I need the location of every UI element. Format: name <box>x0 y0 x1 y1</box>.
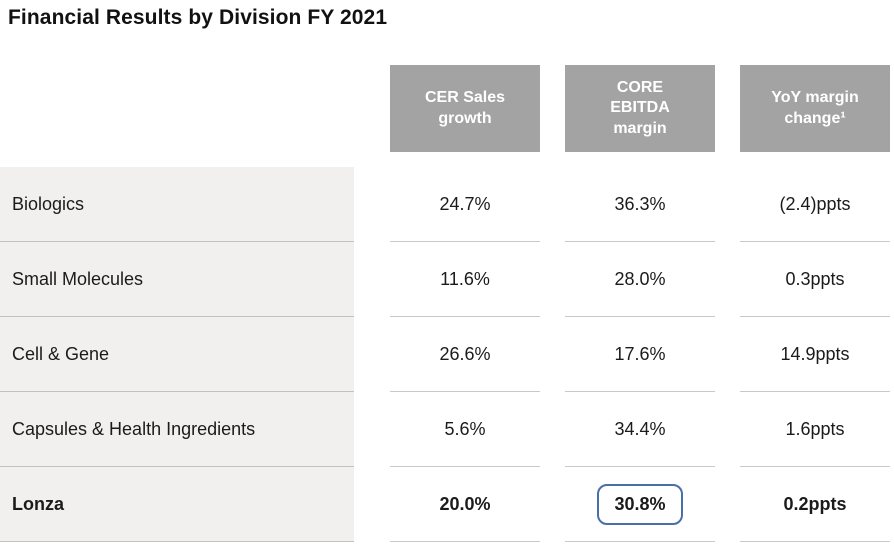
row-label: Lonza <box>0 467 354 542</box>
column-gap <box>354 242 390 317</box>
core-ebitda-margin-value: 17.6% <box>565 317 715 392</box>
table-header-row: CER Sales growth CORE EBITDA margin YoY … <box>390 65 890 152</box>
row-label: Biologics <box>0 167 354 242</box>
column-header-yoy-margin-change: YoY margin change¹ <box>740 65 890 152</box>
table-row-small-molecules: Small Molecules 11.6% 28.0% 0.3ppts <box>0 242 890 317</box>
column-gap <box>715 167 740 242</box>
cer-sales-growth-value: 11.6% <box>390 242 540 317</box>
row-label: Capsules & Health Ingredients <box>0 392 354 467</box>
table-row-capsules-health-ingredients: Capsules & Health Ingredients 5.6% 34.4%… <box>0 392 890 467</box>
table-row-lonza-total: Lonza 20.0% 30.8% 0.2ppts <box>0 467 890 542</box>
column-gap <box>540 467 565 542</box>
page-title: Financial Results by Division FY 2021 <box>8 6 388 29</box>
column-gap <box>540 392 565 467</box>
highlighted-value: 30.8% <box>614 493 666 514</box>
column-gap <box>715 467 740 542</box>
table-row-cell-and-gene: Cell & Gene 26.6% 17.6% 14.9ppts <box>0 317 890 392</box>
row-label: Cell & Gene <box>0 317 354 392</box>
table-body: Biologics 24.7% 36.3% (2.4)ppts Small Mo… <box>0 167 890 542</box>
cer-sales-growth-value: 26.6% <box>390 317 540 392</box>
yoy-margin-change-value: (2.4)ppts <box>740 167 890 242</box>
column-gap <box>715 242 740 317</box>
column-gap <box>354 167 390 242</box>
core-ebitda-margin-value: 28.0% <box>565 242 715 317</box>
row-label: Small Molecules <box>0 242 354 317</box>
yoy-margin-change-value: 0.3ppts <box>740 242 890 317</box>
column-gap <box>354 317 390 392</box>
column-gap <box>540 167 565 242</box>
core-ebitda-margin-value: 30.8% <box>565 467 715 542</box>
column-header-core-ebitda-margin: CORE EBITDA margin <box>565 65 715 152</box>
table-row-biologics: Biologics 24.7% 36.3% (2.4)ppts <box>0 167 890 242</box>
core-ebitda-margin-value: 36.3% <box>565 167 715 242</box>
cer-sales-growth-value: 24.7% <box>390 167 540 242</box>
column-gap <box>354 467 390 542</box>
cer-sales-growth-value: 5.6% <box>390 392 540 467</box>
column-header-cer-sales-growth: CER Sales growth <box>390 65 540 152</box>
yoy-margin-change-value: 0.2ppts <box>740 467 890 542</box>
highlighted-value-box: 30.8% <box>597 483 683 525</box>
column-gap <box>354 392 390 467</box>
core-ebitda-margin-value: 34.4% <box>565 392 715 467</box>
yoy-margin-change-value: 14.9ppts <box>740 317 890 392</box>
cer-sales-growth-value: 20.0% <box>390 467 540 542</box>
column-gap <box>540 317 565 392</box>
column-gap <box>715 317 740 392</box>
column-gap <box>540 242 565 317</box>
column-gap <box>715 392 740 467</box>
yoy-margin-change-value: 1.6ppts <box>740 392 890 467</box>
